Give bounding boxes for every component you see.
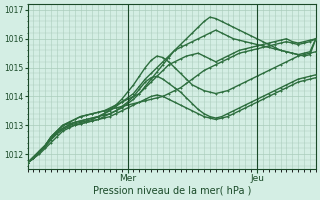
X-axis label: Pression niveau de la mer( hPa ): Pression niveau de la mer( hPa ) <box>92 186 251 196</box>
